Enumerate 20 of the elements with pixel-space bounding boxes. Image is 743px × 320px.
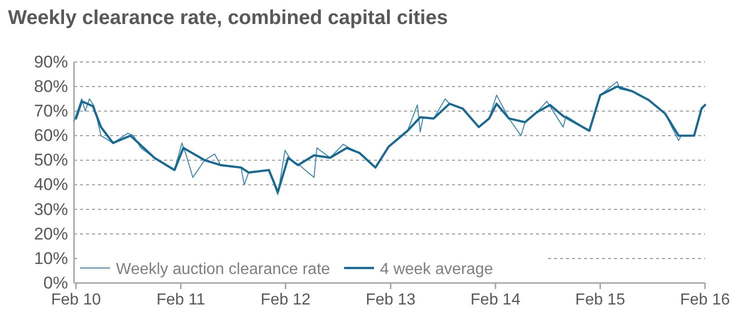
x-tick-label: Feb 16	[680, 291, 730, 308]
y-tick-label: 30%	[34, 200, 68, 219]
y-tick-label: 20%	[34, 224, 68, 244]
y-tick-label: 80%	[34, 76, 68, 96]
x-tick-label: Feb 12	[260, 291, 311, 308]
y-tick-label: 70%	[34, 102, 68, 121]
y-tick-label: 10%	[34, 248, 68, 268]
chart-title: Weekly clearance rate, combined capital cities	[8, 7, 448, 29]
x-tick-label: Feb 14	[470, 291, 520, 308]
x-tick-label: Feb 11	[156, 291, 206, 308]
y-tick-label: 50%	[34, 150, 68, 170]
x-tick-label: Feb 13	[366, 291, 416, 308]
y-tick-label: 40%	[34, 175, 68, 194]
x-tick-label: Feb 10	[51, 291, 102, 308]
y-tick-label: 0%	[43, 273, 68, 292]
y-tick-label: 60%	[34, 126, 68, 146]
legend-label: Weekly auction clearance rate	[116, 261, 330, 278]
x-tick-label: Feb 15	[575, 291, 626, 308]
y-tick-label: 90%	[34, 52, 68, 72]
legend-label: 4 week average	[380, 261, 494, 278]
